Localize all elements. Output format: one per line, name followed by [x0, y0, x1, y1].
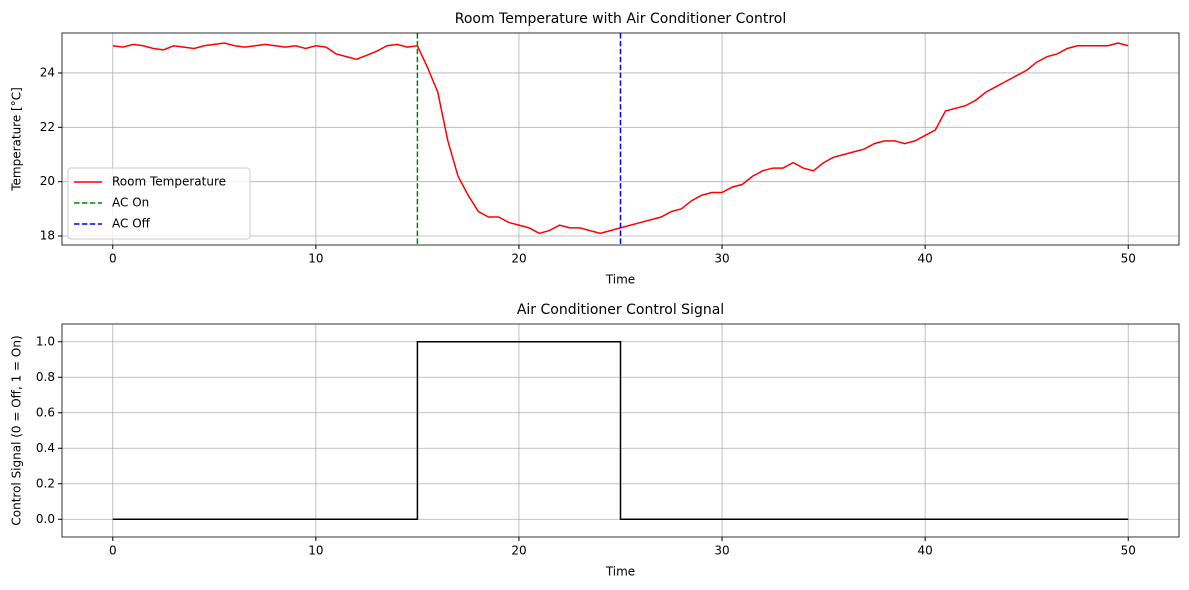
y-tick-label: 18 — [40, 229, 55, 243]
x-tick-label: 40 — [917, 544, 932, 558]
y-tick-label: 24 — [40, 65, 55, 79]
axes-frame — [61, 32, 1180, 246]
y-tick-label: 0.4 — [36, 441, 55, 455]
y-tick-label: 20 — [40, 174, 55, 188]
x-tick-label: 50 — [1121, 544, 1136, 558]
data-line — [112, 341, 1129, 520]
x-tick-label: 0 — [109, 544, 117, 558]
y-tick-label: 0.2 — [36, 476, 55, 490]
x-axis-label: Time — [605, 565, 635, 579]
x-axis-label: Time — [605, 273, 635, 287]
x-tick-label: 40 — [917, 252, 932, 266]
y-tick-label: 0.0 — [36, 512, 55, 526]
chart-title: Room Temperature with Air Conditioner Co… — [455, 11, 787, 27]
x-tick-label: 20 — [511, 544, 526, 558]
y-tick-label: 1.0 — [36, 334, 55, 348]
x-tick-label: 30 — [714, 252, 729, 266]
x-tick-label: 0 — [109, 252, 117, 266]
y-axis-label: Temperature [°C] — [10, 87, 24, 192]
x-tick-label: 30 — [714, 544, 729, 558]
y-tick-label: 0.6 — [36, 405, 55, 419]
axes-frame — [61, 323, 1180, 538]
legend-label: AC Off — [112, 217, 151, 231]
x-tick-label: 10 — [308, 252, 323, 266]
legend-box — [67, 167, 251, 240]
legend-label: Room Temperature — [112, 175, 226, 189]
y-axis-label: Control Signal (0 = Off, 1 = On) — [10, 335, 24, 525]
legend-label: AC On — [112, 196, 149, 210]
chart-title: Air Conditioner Control Signal — [517, 302, 724, 318]
y-tick-label: 22 — [40, 120, 55, 134]
x-tick-label: 20 — [511, 252, 526, 266]
y-tick-label: 0.8 — [36, 370, 55, 384]
legend: Room Temperature AC On AC Off — [67, 167, 251, 240]
x-tick-label: 50 — [1121, 252, 1136, 266]
x-tick-label: 10 — [308, 544, 323, 558]
